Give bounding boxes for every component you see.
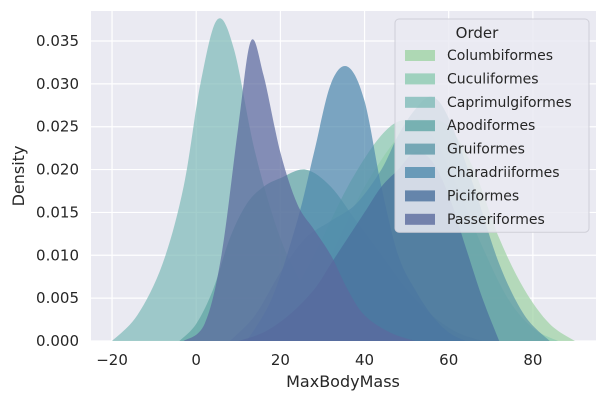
y-tick-label: 0.030 <box>36 75 79 93</box>
y-tick-label: 0.020 <box>36 161 79 179</box>
legend-box <box>394 18 590 233</box>
y-tick-label: 0.015 <box>36 203 79 221</box>
x-tick-label: 0 <box>191 351 201 369</box>
legend-label: Passeriformes <box>447 212 545 228</box>
legend-label: Piciformes <box>447 188 519 204</box>
legend-label: Gruiformes <box>447 142 525 158</box>
y-tick-label: 0.005 <box>36 289 79 307</box>
legend-swatch <box>405 143 435 155</box>
y-tick-labels: 0.000 0.005 0.010 0.015 0.020 0.025 0.030 0.035 <box>36 32 79 350</box>
legend-swatch <box>405 213 435 225</box>
legend-label: Caprimulgiformes <box>447 95 572 111</box>
legend-swatch <box>405 190 435 202</box>
y-tick-label: 0.000 <box>36 332 79 350</box>
y-tick-label: 0.010 <box>36 246 79 264</box>
legend-swatch <box>405 120 435 132</box>
x-tick-label: 40 <box>355 351 374 369</box>
y-tick-label: 0.025 <box>36 118 79 136</box>
x-tick-label: −20 <box>96 351 128 369</box>
density-area-passeriformes <box>183 39 416 342</box>
legend-swatch <box>405 96 435 108</box>
y-axis-label: Density <box>9 146 28 207</box>
legend-label: Apodiformes <box>447 118 535 134</box>
legend-label: Columbiformes <box>447 48 553 64</box>
legend-title: Order <box>456 24 499 42</box>
legend-swatch <box>405 73 435 85</box>
legend-label: Charadriiformes <box>447 165 560 181</box>
y-tick-label: 0.035 <box>36 32 79 50</box>
legend-swatch <box>405 167 435 178</box>
legend: Order Columbiformes Cuculiformes Caprimulgi… <box>394 18 590 233</box>
x-tick-label: 20 <box>271 351 290 369</box>
legend-swatch <box>405 50 435 61</box>
legend-label: Cuculiformes <box>447 71 539 87</box>
x-tick-label: 60 <box>439 351 458 369</box>
x-axis-label: MaxBodyMass <box>286 372 400 391</box>
x-tick-labels: −20 0 20 40 60 80 <box>96 351 542 369</box>
x-tick-label: 80 <box>523 351 542 369</box>
